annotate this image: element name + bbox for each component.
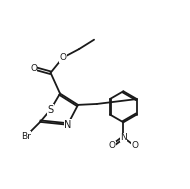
Text: O: O <box>108 141 116 150</box>
Text: Br: Br <box>21 132 31 141</box>
Text: O: O <box>30 64 37 73</box>
Text: N: N <box>120 133 127 142</box>
Text: S: S <box>48 105 54 115</box>
Text: N: N <box>64 120 71 130</box>
Text: O: O <box>59 53 66 62</box>
Text: O: O <box>131 141 138 150</box>
